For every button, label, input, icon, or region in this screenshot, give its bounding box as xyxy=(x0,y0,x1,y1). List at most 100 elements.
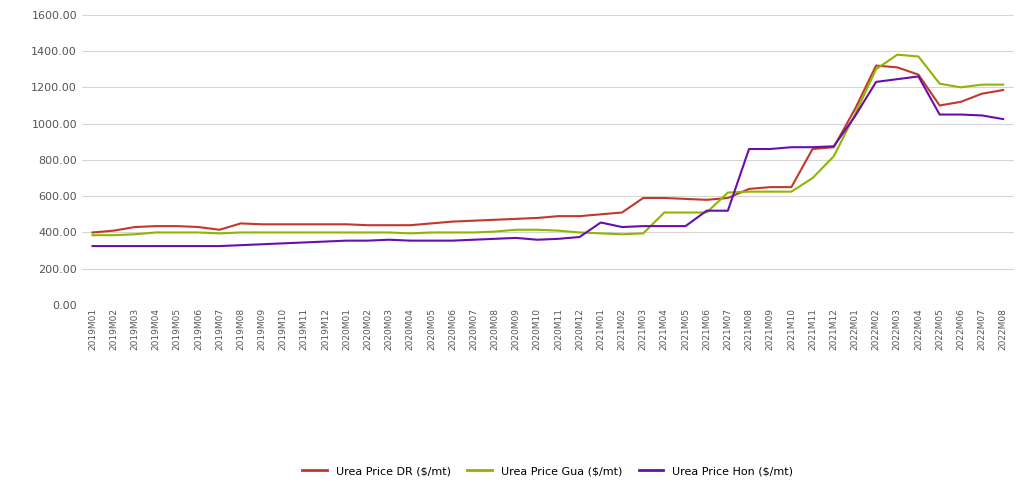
Urea Price Hon ($/mt) xyxy=(637,223,649,229)
Urea Price Hon ($/mt) xyxy=(234,242,247,248)
Urea Price Gua ($/mt) xyxy=(997,82,1010,88)
Urea Price Hon ($/mt) xyxy=(468,237,480,243)
Urea Price DR ($/mt) xyxy=(488,217,501,223)
Urea Price Hon ($/mt) xyxy=(891,76,903,82)
Urea Price Gua ($/mt) xyxy=(256,229,268,236)
Legend: Urea Price DR ($/mt), Urea Price Gua ($/mt), Urea Price Hon ($/mt): Urea Price DR ($/mt), Urea Price Gua ($/… xyxy=(298,461,798,481)
Urea Price Hon ($/mt) xyxy=(341,238,353,244)
Urea Price Hon ($/mt) xyxy=(256,241,268,247)
Urea Price Hon ($/mt) xyxy=(552,236,564,242)
Urea Price Hon ($/mt) xyxy=(700,208,713,214)
Urea Price DR ($/mt) xyxy=(976,91,988,96)
Urea Price Hon ($/mt) xyxy=(404,238,417,244)
Urea Price Gua ($/mt) xyxy=(298,229,310,236)
Urea Price Gua ($/mt) xyxy=(193,229,205,236)
Urea Price Gua ($/mt) xyxy=(785,189,798,195)
Urea Price Hon ($/mt) xyxy=(488,236,501,242)
Urea Price DR ($/mt) xyxy=(510,216,522,222)
Urea Price Hon ($/mt) xyxy=(193,243,205,249)
Urea Price DR ($/mt) xyxy=(468,218,480,224)
Urea Price Hon ($/mt) xyxy=(276,241,289,246)
Urea Price Gua ($/mt) xyxy=(488,229,501,235)
Urea Price Gua ($/mt) xyxy=(891,52,903,58)
Urea Price DR ($/mt) xyxy=(997,87,1010,93)
Urea Price Gua ($/mt) xyxy=(595,230,607,236)
Urea Price Gua ($/mt) xyxy=(319,229,332,236)
Urea Price Gua ($/mt) xyxy=(615,231,628,237)
Urea Price DR ($/mt) xyxy=(679,196,691,202)
Urea Price DR ($/mt) xyxy=(658,195,671,201)
Urea Price DR ($/mt) xyxy=(891,64,903,70)
Urea Price Hon ($/mt) xyxy=(954,112,967,118)
Urea Price Hon ($/mt) xyxy=(997,116,1010,122)
Urea Price DR ($/mt) xyxy=(150,223,162,229)
Urea Price DR ($/mt) xyxy=(193,224,205,230)
Urea Price Hon ($/mt) xyxy=(807,144,819,150)
Urea Price DR ($/mt) xyxy=(785,184,798,190)
Urea Price Hon ($/mt) xyxy=(615,224,628,230)
Urea Price DR ($/mt) xyxy=(764,184,776,190)
Urea Price Gua ($/mt) xyxy=(764,189,776,195)
Urea Price DR ($/mt) xyxy=(276,221,289,227)
Urea Price Gua ($/mt) xyxy=(934,81,946,87)
Urea Price Gua ($/mt) xyxy=(870,66,883,72)
Urea Price Gua ($/mt) xyxy=(361,229,374,236)
Urea Price Gua ($/mt) xyxy=(807,175,819,181)
Urea Price Hon ($/mt) xyxy=(742,146,755,152)
Urea Price Gua ($/mt) xyxy=(510,227,522,233)
Urea Price DR ($/mt) xyxy=(341,221,353,227)
Urea Price DR ($/mt) xyxy=(722,195,734,201)
Urea Price Hon ($/mt) xyxy=(679,223,691,229)
Urea Price DR ($/mt) xyxy=(86,229,98,236)
Urea Price Gua ($/mt) xyxy=(827,154,840,159)
Urea Price Gua ($/mt) xyxy=(742,189,755,195)
Urea Price Gua ($/mt) xyxy=(658,210,671,215)
Urea Price Gua ($/mt) xyxy=(150,229,162,236)
Urea Price Hon ($/mt) xyxy=(764,146,776,152)
Urea Price DR ($/mt) xyxy=(256,221,268,227)
Urea Price DR ($/mt) xyxy=(129,224,141,230)
Urea Price Hon ($/mt) xyxy=(658,223,671,229)
Urea Price Hon ($/mt) xyxy=(129,243,141,249)
Urea Price Hon ($/mt) xyxy=(361,238,374,244)
Urea Price Hon ($/mt) xyxy=(912,73,925,79)
Urea Price Gua ($/mt) xyxy=(552,228,564,234)
Urea Price Gua ($/mt) xyxy=(234,229,247,236)
Urea Price Hon ($/mt) xyxy=(86,243,98,249)
Urea Price Hon ($/mt) xyxy=(510,235,522,241)
Urea Price DR ($/mt) xyxy=(573,213,586,219)
Urea Price Gua ($/mt) xyxy=(341,229,353,236)
Urea Price Gua ($/mt) xyxy=(446,229,459,236)
Urea Price Hon ($/mt) xyxy=(108,243,120,249)
Urea Price Gua ($/mt) xyxy=(637,230,649,236)
Urea Price Hon ($/mt) xyxy=(722,208,734,214)
Urea Price Gua ($/mt) xyxy=(679,210,691,215)
Urea Price Gua ($/mt) xyxy=(954,85,967,91)
Urea Price Gua ($/mt) xyxy=(468,229,480,236)
Urea Price DR ($/mt) xyxy=(595,212,607,217)
Urea Price DR ($/mt) xyxy=(700,197,713,203)
Urea Price Gua ($/mt) xyxy=(383,229,395,236)
Urea Price DR ($/mt) xyxy=(361,222,374,228)
Urea Price Gua ($/mt) xyxy=(129,231,141,237)
Urea Price DR ($/mt) xyxy=(425,220,437,226)
Urea Price DR ($/mt) xyxy=(954,99,967,105)
Urea Price DR ($/mt) xyxy=(319,221,332,227)
Urea Price DR ($/mt) xyxy=(446,218,459,224)
Urea Price Gua ($/mt) xyxy=(976,82,988,88)
Urea Price Hon ($/mt) xyxy=(213,243,225,249)
Urea Price Hon ($/mt) xyxy=(827,143,840,149)
Urea Price DR ($/mt) xyxy=(213,227,225,233)
Urea Price DR ($/mt) xyxy=(637,195,649,201)
Urea Price Gua ($/mt) xyxy=(213,230,225,236)
Urea Price Gua ($/mt) xyxy=(276,229,289,236)
Urea Price Hon ($/mt) xyxy=(425,238,437,244)
Urea Price Hon ($/mt) xyxy=(383,237,395,243)
Urea Price DR ($/mt) xyxy=(531,215,544,221)
Urea Price DR ($/mt) xyxy=(552,213,564,219)
Urea Price Gua ($/mt) xyxy=(425,229,437,236)
Urea Price DR ($/mt) xyxy=(298,221,310,227)
Urea Price Gua ($/mt) xyxy=(849,112,861,118)
Urea Price DR ($/mt) xyxy=(234,220,247,226)
Urea Price Hon ($/mt) xyxy=(298,240,310,246)
